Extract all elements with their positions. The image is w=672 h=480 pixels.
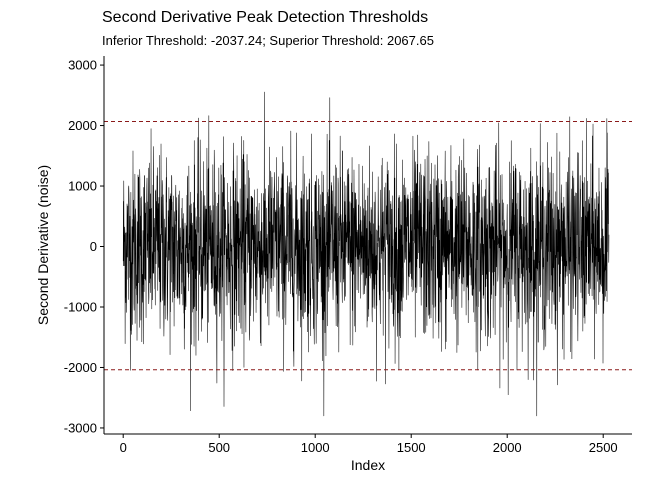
- x-ticks: 0 500 1000 1500 2000 2500: [120, 434, 618, 455]
- y-tick-label: -2000: [64, 360, 97, 375]
- chart-subtitle: Inferior Threshold: -2037.24; Superior T…: [102, 33, 434, 48]
- x-tick-label: 2500: [589, 440, 618, 455]
- plot-area: [104, 91, 632, 417]
- x-tick-label: 1500: [397, 440, 426, 455]
- y-tick-label: 1000: [68, 179, 97, 194]
- x-tick-label: 500: [208, 440, 230, 455]
- x-axis-label: Index: [351, 457, 385, 473]
- series-layer: [122, 91, 610, 417]
- y-tick-label: 2000: [68, 118, 97, 133]
- y-axis-label: Second Derivative (noise): [35, 165, 51, 325]
- x-tick-label: 2000: [493, 440, 522, 455]
- y-tick-label: 0: [90, 239, 97, 254]
- y-tick-label: 3000: [68, 58, 97, 73]
- x-tick-label: 1000: [301, 440, 330, 455]
- chart-title: Second Derivative Peak Detection Thresho…: [102, 9, 428, 26]
- threshold-layer: [104, 120, 632, 371]
- y-tick-label: -1000: [64, 299, 97, 314]
- y-tick-label: -3000: [64, 420, 97, 435]
- y-ticks: -3000 -2000 -1000 0 1000 2000 3000: [64, 58, 104, 435]
- noise-series-line: [122, 91, 610, 417]
- x-tick-label: 0: [120, 440, 127, 455]
